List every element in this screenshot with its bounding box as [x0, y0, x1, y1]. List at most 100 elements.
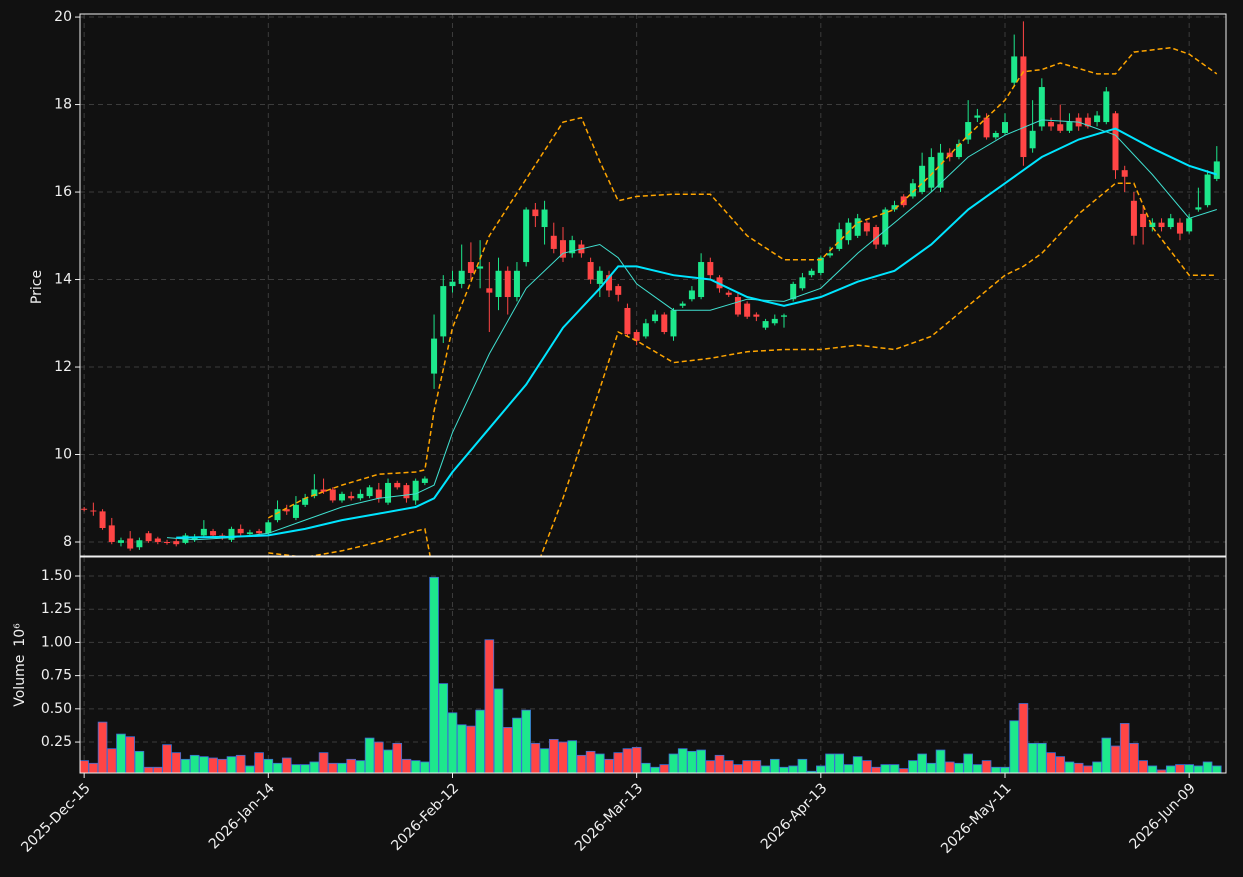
volume-bar [558, 741, 568, 773]
candle-body [799, 277, 806, 289]
volume-bar [862, 760, 872, 773]
candle-body [559, 240, 566, 258]
volume-bar [963, 753, 973, 773]
volume-bar [981, 760, 992, 773]
volume-multiplier: 10⁶ [12, 623, 28, 647]
candle-body [652, 314, 659, 322]
volume-bar [843, 764, 854, 773]
volume-bar [420, 761, 430, 773]
volume-bar [447, 712, 458, 773]
candle-body [302, 498, 309, 505]
candle-body [679, 303, 686, 306]
volume-bar [548, 738, 559, 773]
candle-body [854, 218, 861, 236]
candle-body [1195, 207, 1202, 210]
candle-body [1130, 200, 1137, 236]
candle-body [670, 310, 677, 337]
volume-bar [613, 752, 624, 773]
candle-body [596, 270, 603, 284]
volume-bar [1037, 742, 1047, 773]
volume-bar [1009, 720, 1020, 773]
volume-bar [1119, 723, 1130, 773]
volume-bar [456, 724, 467, 773]
volume-bar [769, 758, 780, 773]
volume-bar [392, 742, 403, 773]
candle-body [283, 509, 290, 512]
volume-bar [401, 758, 412, 773]
candle-body [808, 270, 815, 276]
candle-body [127, 538, 134, 549]
candle-body [191, 537, 198, 540]
candle-body [338, 493, 345, 501]
candle-body [200, 528, 207, 536]
volume-bar [125, 736, 135, 773]
candle-body [836, 229, 843, 249]
candle-body [467, 262, 474, 273]
indicator-line [268, 182, 1217, 556]
volume-bar [631, 746, 642, 773]
volume-bar [254, 752, 264, 773]
y-tick-label: 0.75 [41, 668, 72, 684]
candle-body [348, 496, 355, 499]
candle-body [1158, 222, 1165, 228]
volume-bar [622, 748, 633, 773]
candle-body [477, 266, 484, 269]
volume-bar [208, 757, 218, 773]
candle-body [762, 321, 769, 328]
candle-body [817, 257, 824, 273]
candle-body [440, 286, 447, 337]
candle-body [965, 122, 972, 140]
candle-body [1011, 56, 1018, 83]
volume-bar [1101, 737, 1112, 773]
panel-frame [79, 556, 1227, 774]
candle-body [734, 297, 741, 315]
volume-bar [374, 741, 384, 773]
candle-body [873, 227, 880, 245]
volume-bar [337, 762, 347, 773]
volume-bar [217, 758, 228, 773]
candle-body [145, 533, 152, 542]
candle-body [1112, 113, 1119, 171]
volume-bar [383, 749, 393, 773]
volume-bar [484, 639, 495, 773]
volume-bar [530, 742, 541, 773]
volume-bar [705, 760, 716, 773]
volume-bar [1046, 752, 1056, 773]
candle-body [311, 489, 318, 497]
volume-bar [153, 766, 163, 773]
candle-body [1057, 124, 1064, 131]
candle-body [1001, 122, 1008, 133]
volume-bar [944, 761, 955, 773]
volume-axis-label: Volume 10⁶ [12, 623, 28, 707]
candle-body [237, 528, 244, 534]
candle-body [827, 253, 834, 256]
volume-bar [585, 750, 596, 773]
indicator-line [176, 127, 1218, 539]
volume-bar [171, 752, 182, 773]
candle-body [449, 281, 456, 287]
candle-body [790, 283, 797, 300]
candle-body [81, 508, 88, 510]
volume-bar [226, 756, 237, 773]
candle-body [698, 262, 705, 298]
candle-body [90, 510, 97, 512]
volume-bar [466, 725, 476, 773]
volume-bar [1055, 756, 1066, 773]
volume-bar [604, 758, 614, 773]
volume-bar [1083, 765, 1093, 773]
volume-bar [1147, 765, 1158, 773]
volume-bar [779, 766, 789, 773]
candle-body [210, 531, 217, 536]
indicator-line [166, 119, 1217, 541]
volume-bar [1193, 765, 1204, 773]
candle-body [946, 152, 953, 158]
candle-body [688, 290, 695, 300]
volume-bar [742, 760, 752, 773]
volume-bar [355, 760, 366, 773]
volume-bar [650, 766, 660, 773]
volume-bar [300, 764, 310, 773]
y-tick-label: 1.50 [41, 568, 72, 584]
candle-body [661, 314, 668, 333]
volume-bar [199, 756, 209, 773]
